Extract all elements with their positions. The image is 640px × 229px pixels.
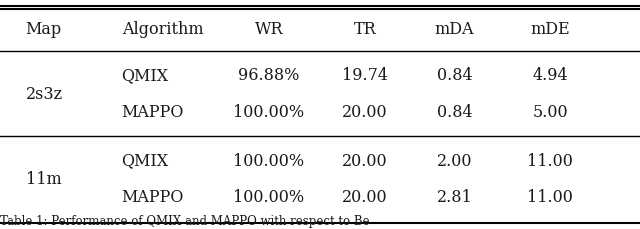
Text: mDE: mDE — [531, 21, 570, 38]
Text: TR: TR — [353, 21, 376, 38]
Text: mDA: mDA — [435, 21, 474, 38]
Text: 4.94: 4.94 — [532, 67, 568, 84]
Text: MAPPO: MAPPO — [122, 188, 184, 205]
Text: 2.81: 2.81 — [436, 188, 472, 205]
Text: 19.74: 19.74 — [342, 67, 388, 84]
Text: Map: Map — [26, 21, 61, 38]
Text: 100.00%: 100.00% — [233, 188, 305, 205]
Text: 11.00: 11.00 — [527, 188, 573, 205]
Text: 0.84: 0.84 — [436, 104, 472, 121]
Text: QMIX: QMIX — [122, 152, 169, 169]
Text: 5.00: 5.00 — [532, 104, 568, 121]
Text: 11.00: 11.00 — [527, 152, 573, 169]
Text: 96.88%: 96.88% — [238, 67, 300, 84]
Text: WR: WR — [255, 21, 283, 38]
Text: 20.00: 20.00 — [342, 188, 388, 205]
Text: 100.00%: 100.00% — [233, 104, 305, 121]
Text: 20.00: 20.00 — [342, 152, 388, 169]
Text: 2.00: 2.00 — [436, 152, 472, 169]
Text: 20.00: 20.00 — [342, 104, 388, 121]
Text: Algorithm: Algorithm — [122, 21, 204, 38]
Text: Table 1: Performance of QMIX and MAPPO with respect to Be: Table 1: Performance of QMIX and MAPPO w… — [0, 214, 370, 227]
Text: MAPPO: MAPPO — [122, 104, 184, 121]
Text: QMIX: QMIX — [122, 67, 169, 84]
Text: 0.84: 0.84 — [436, 67, 472, 84]
Text: 11m: 11m — [26, 170, 61, 187]
Text: 100.00%: 100.00% — [233, 152, 305, 169]
Text: 2s3z: 2s3z — [26, 85, 63, 102]
